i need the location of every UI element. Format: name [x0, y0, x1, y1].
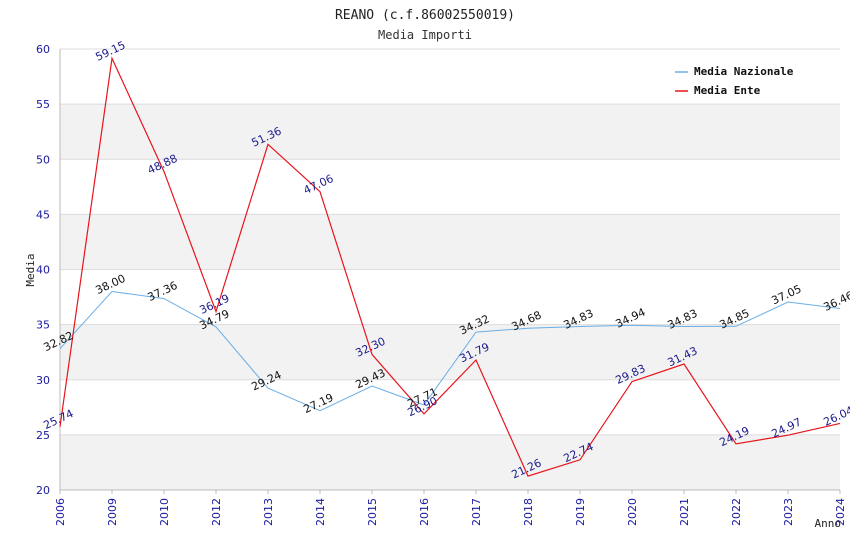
legend-label-ente: Media Ente	[694, 84, 761, 97]
plot-band	[60, 324, 840, 380]
legend-box	[669, 60, 809, 101]
y-tick-label: 45	[36, 208, 50, 221]
x-tick-label: 2009	[106, 498, 119, 526]
chart-subtitle: Media Importi	[378, 28, 472, 42]
legend: Media Nazionale Media Ente	[669, 60, 809, 101]
x-tick-label: 2019	[574, 498, 587, 526]
plot-band	[60, 214, 840, 270]
x-tick-label: 2012	[210, 498, 223, 526]
x-tick-label: 2010	[158, 498, 171, 526]
y-tick-label: 50	[36, 153, 50, 166]
series-line-media-nazionale	[59, 290, 841, 412]
y-tick-label: 30	[36, 374, 50, 387]
y-tick-label: 25	[36, 429, 50, 442]
plot-band	[60, 159, 840, 215]
x-tick-label: 2018	[522, 498, 535, 526]
x-axis-label: Anno	[815, 517, 842, 530]
legend-label-nazionale: Media Nazionale	[694, 65, 794, 78]
x-tick-labels: 2006 2009 2010 2012 2013 2014 2015 2016 2017 2018…	[54, 490, 847, 526]
x-tick-label: 2017	[470, 498, 483, 526]
y-tick-label: 60	[36, 43, 50, 56]
chart-title: REANO (c.f.86002550019)	[335, 8, 515, 23]
x-tick-label: 2021	[678, 498, 691, 526]
plot-band	[60, 379, 840, 435]
plot-band	[60, 434, 840, 490]
x-tick-label: 2016	[418, 498, 431, 526]
x-tick-label: 2006	[54, 498, 67, 526]
x-tick-label: 2022	[730, 498, 743, 526]
y-tick-label: 40	[36, 264, 50, 277]
y-axis-label: Media	[24, 253, 37, 286]
x-tick-label: 2023	[782, 498, 795, 526]
plot-band	[60, 269, 840, 325]
x-tick-label: 2014	[314, 498, 327, 526]
x-tick-label: 2015	[366, 498, 379, 526]
y-tick-label: 20	[36, 484, 50, 497]
y-tick-labels: 20 25 30 35 40 45 50 55 60	[36, 43, 50, 497]
y-tick-label: 55	[36, 98, 50, 111]
series-lines	[59, 56, 841, 477]
series-line-media-ente	[59, 56, 841, 477]
x-tick-label: 2013	[262, 498, 275, 526]
plot-band	[60, 104, 840, 160]
x-tick-label: 2024	[834, 498, 847, 526]
x-tick-label: 2020	[626, 498, 639, 526]
y-tick-label: 35	[36, 319, 50, 332]
